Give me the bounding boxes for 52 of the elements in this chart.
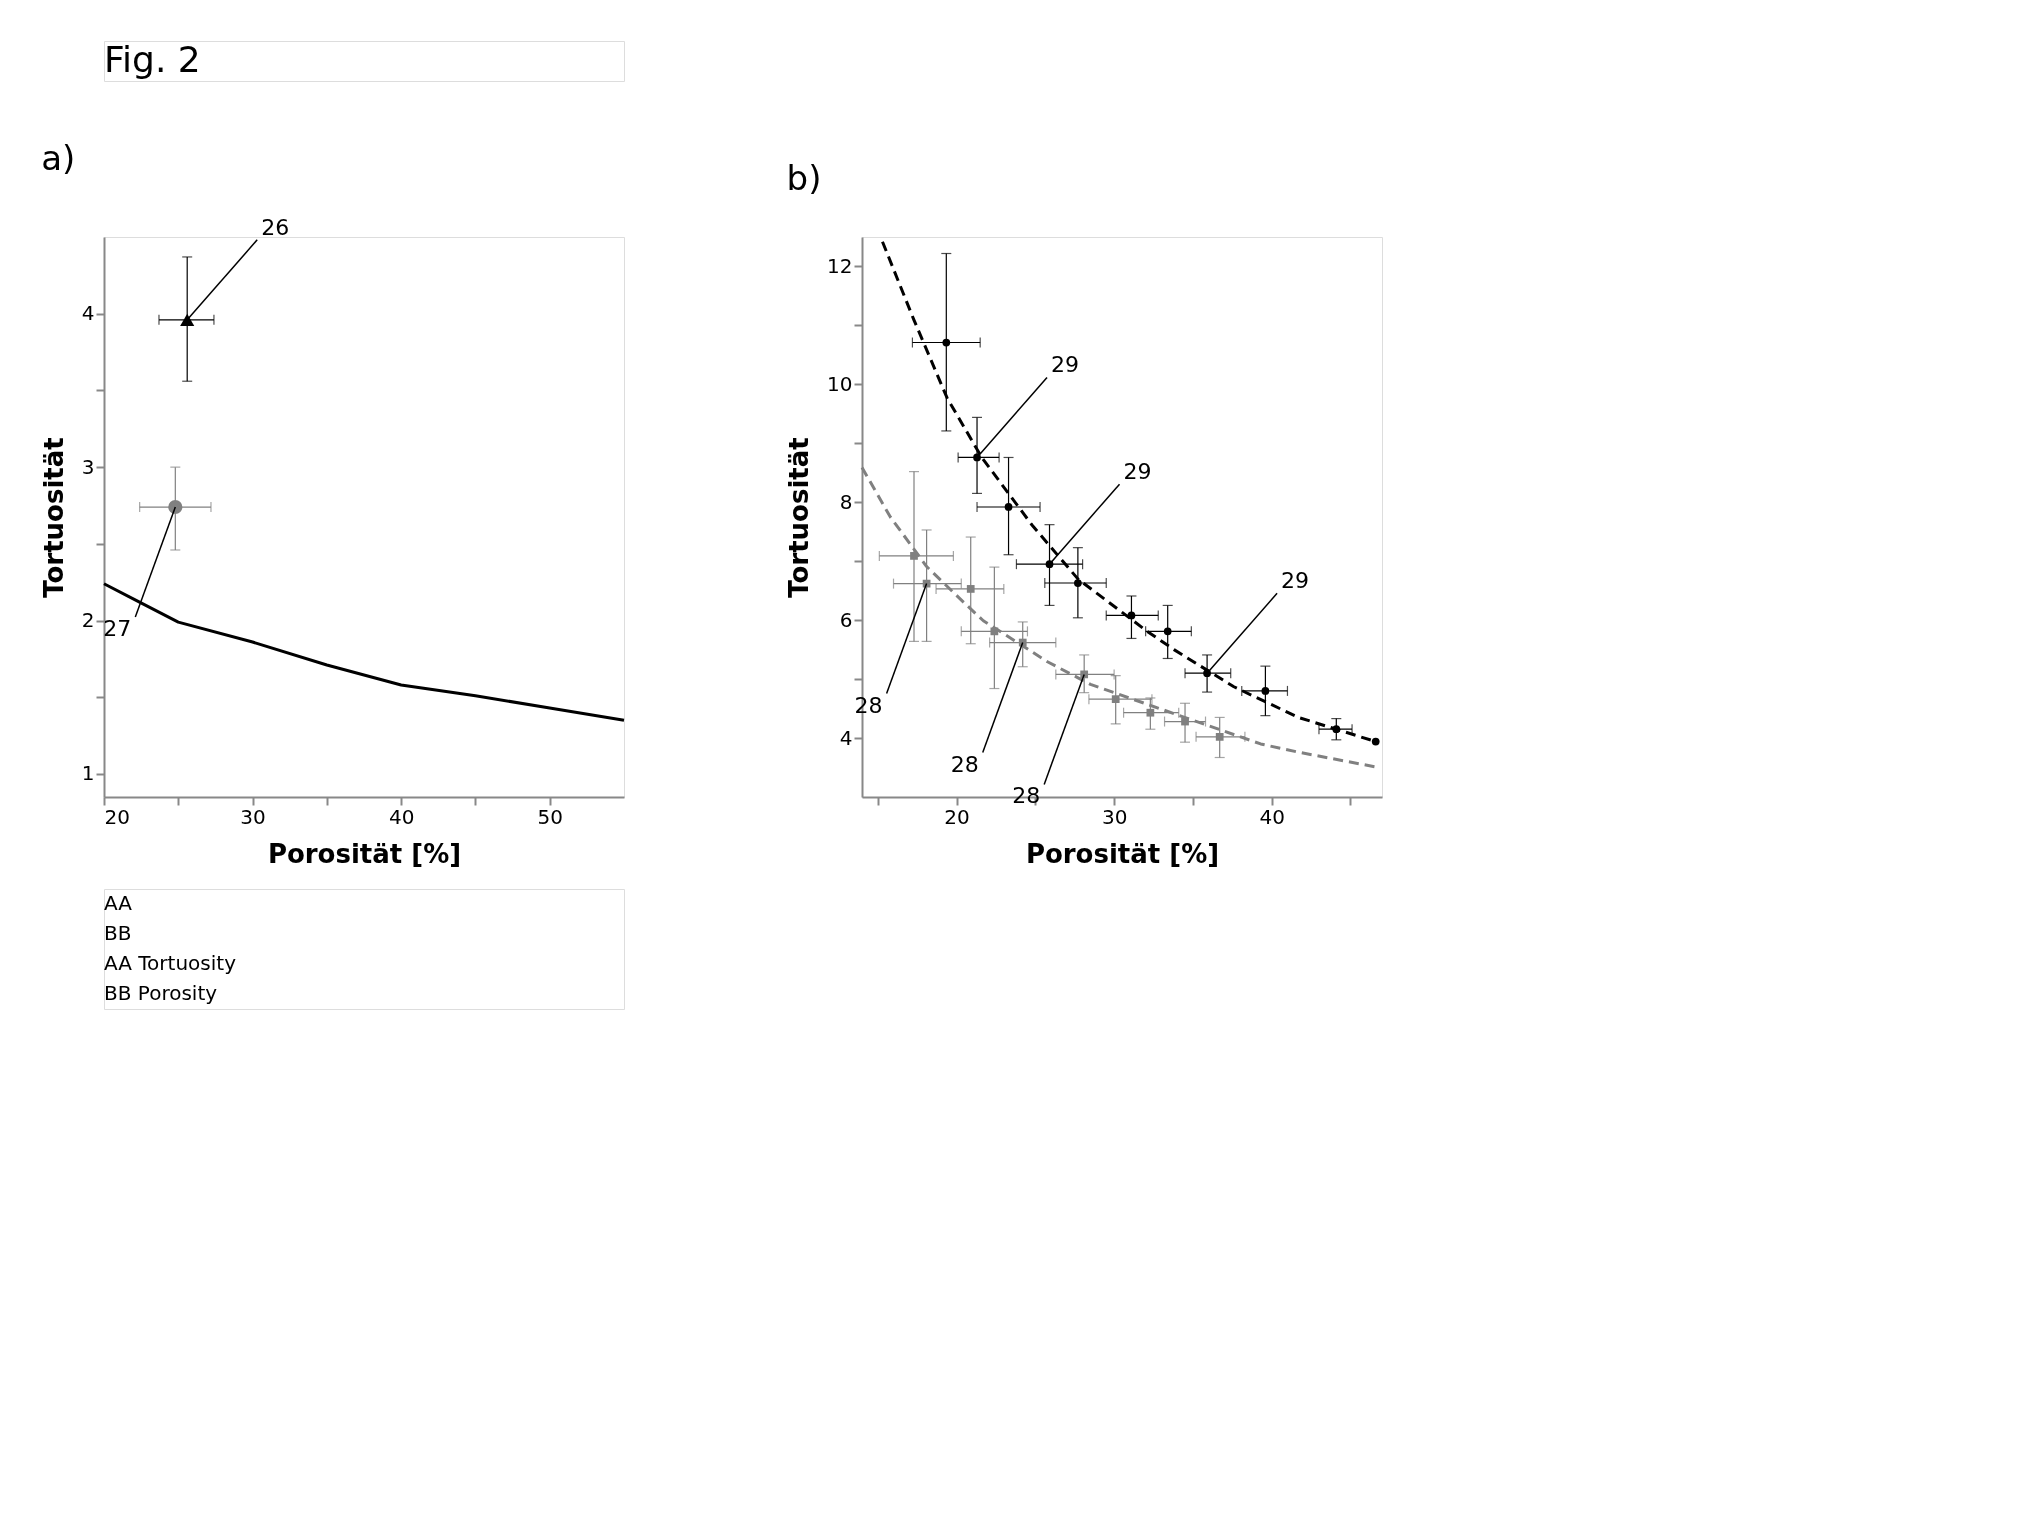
annotation: 28	[950, 751, 979, 777]
point	[1371, 737, 1380, 746]
point	[1215, 733, 1224, 741]
point	[1111, 695, 1120, 704]
y-tick-label: 6	[839, 607, 853, 632]
y-tick-label: 4	[839, 725, 853, 750]
point	[910, 552, 918, 560]
chart-title: b)	[786, 158, 822, 198]
y-tick-label: 1	[81, 761, 95, 786]
text: BB	[104, 921, 132, 945]
point	[1074, 579, 1082, 587]
point	[1163, 627, 1172, 636]
annotation: 29	[1051, 352, 1080, 378]
point	[1146, 708, 1155, 717]
point	[990, 627, 999, 636]
text: AA	[104, 891, 133, 915]
x-tick-label: 40	[1259, 804, 1285, 829]
y-axis-title: Tortuosität	[784, 437, 815, 598]
chart-title: a)	[41, 137, 76, 178]
point	[1261, 687, 1270, 695]
x-tick-label: 40	[388, 804, 415, 829]
x-axis-title: Porosität [%]	[267, 838, 462, 869]
x-tick-label: 20	[104, 804, 130, 829]
y-tick-label: 8	[839, 489, 853, 514]
annotation: 28	[1012, 783, 1041, 809]
point	[942, 338, 951, 347]
y-axis-title: Tortuosität	[38, 437, 69, 598]
point	[1181, 717, 1189, 726]
text: AA Tortuosity	[104, 951, 237, 975]
annotation: 27	[103, 616, 132, 642]
annotation: 29	[1281, 568, 1310, 594]
text: BB Porosity	[104, 981, 218, 1005]
x-tick-label: 30	[1101, 804, 1128, 829]
annotation: 29	[1123, 459, 1152, 485]
annotation: 28	[854, 692, 883, 718]
y-tick-label: 12	[827, 253, 853, 278]
point	[1332, 725, 1341, 734]
caption: Fig. 2	[104, 39, 201, 80]
point	[1203, 669, 1211, 678]
point	[1004, 503, 1013, 511]
point	[1045, 560, 1054, 569]
y-tick-label: 10	[827, 371, 853, 396]
y-tick-label: 3	[81, 454, 95, 479]
annotation: 26	[261, 214, 290, 240]
y-tick-label: 4	[81, 301, 95, 326]
point	[1127, 611, 1136, 620]
point	[966, 585, 975, 593]
x-tick-label: 50	[537, 804, 563, 829]
x-axis-title: Porosität [%]	[1025, 838, 1220, 869]
x-tick-label: 30	[240, 804, 266, 829]
x-tick-label: 20	[944, 804, 970, 829]
y-tick-label: 2	[81, 608, 95, 633]
